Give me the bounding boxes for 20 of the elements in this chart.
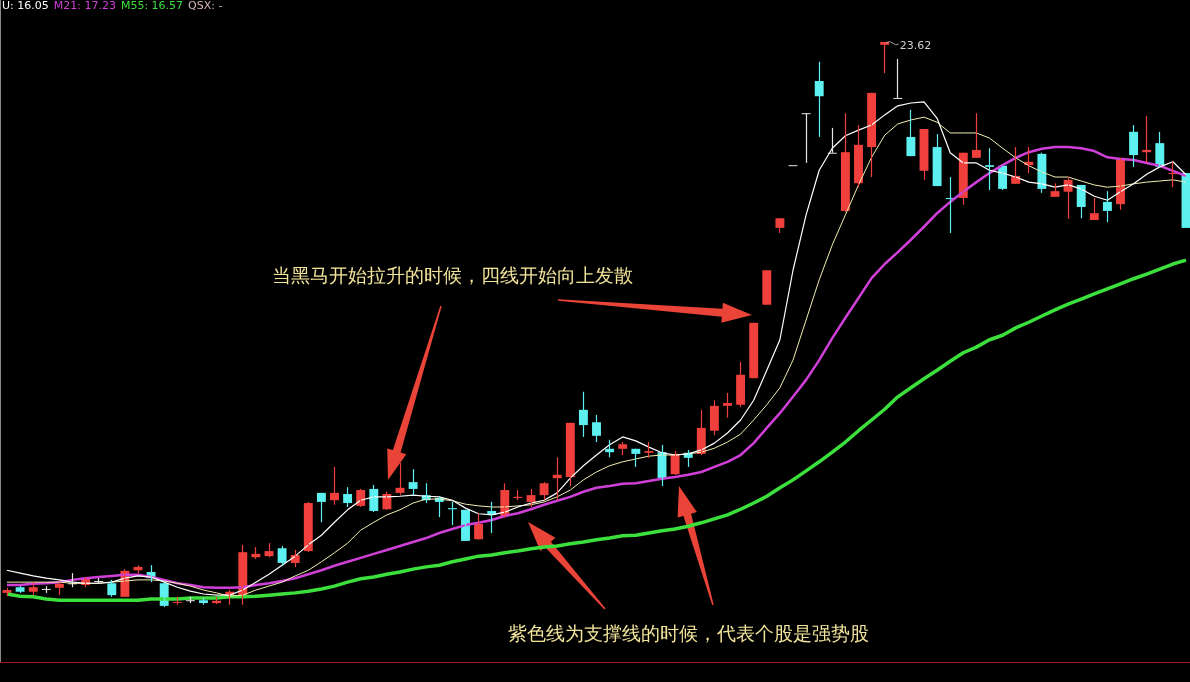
- candlestick: [723, 392, 732, 419]
- candlestick: [709, 399, 719, 436]
- candlestick: [971, 112, 981, 159]
- candlestick: [592, 414, 601, 443]
- annotation: 当黑马开始拉升的时候，四线开始向上发散: [272, 264, 633, 286]
- candlestick: [985, 147, 994, 191]
- text: M21: 17.23: [53, 0, 116, 12]
- candlestick: [749, 322, 759, 379]
- candlestick: [893, 58, 903, 99]
- annotation: 23.62: [899, 39, 932, 52]
- candlestick: [762, 269, 772, 306]
- text: QSX: -: [188, 0, 223, 12]
- candlestick: [932, 133, 942, 187]
- text: 紫色线为支撑线的时候，代表个股是强势股: [508, 622, 869, 644]
- candlestick: [408, 468, 418, 496]
- candlestick: [736, 361, 746, 408]
- candlestick: [1089, 197, 1099, 221]
- candlestick: [539, 481, 549, 501]
- text: M55: 16.57: [120, 0, 184, 12]
- text: U: 16.05: [2, 0, 49, 12]
